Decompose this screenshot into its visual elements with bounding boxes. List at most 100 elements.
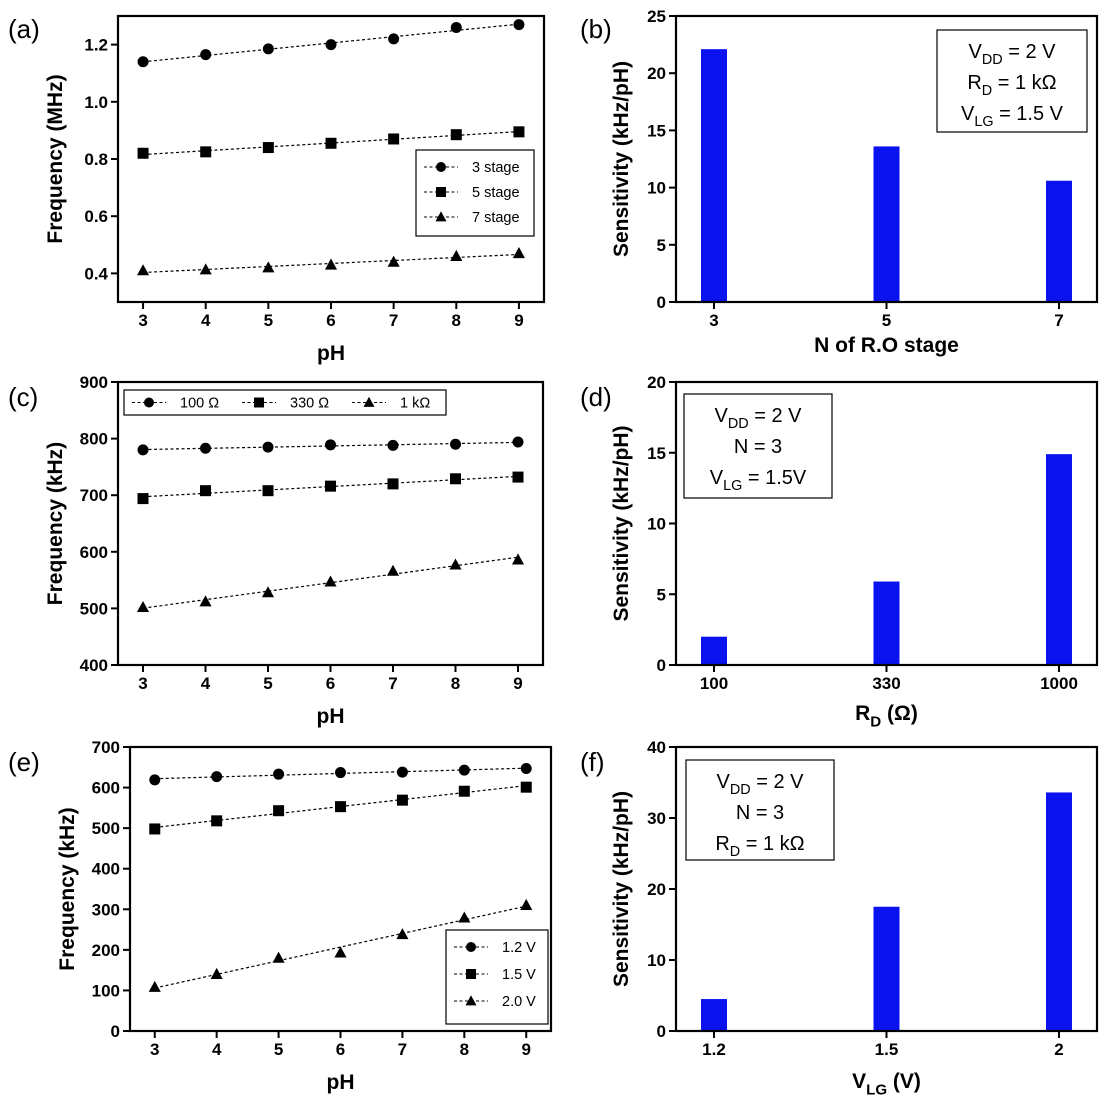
data-point-circle bbox=[137, 444, 149, 456]
annot-rest: = 1.5 V bbox=[994, 103, 1064, 125]
y-tick-label: 700 bbox=[80, 486, 108, 505]
legend-marker-square bbox=[436, 187, 446, 197]
x-axis-title: N of R.O stage bbox=[814, 334, 959, 357]
y-tick-label: 30 bbox=[647, 809, 666, 828]
legend-item: 1 kΩ bbox=[352, 396, 430, 412]
legend-marker-triangle bbox=[435, 211, 447, 222]
data-point-square bbox=[137, 493, 149, 505]
bar-2 bbox=[1046, 792, 1072, 1031]
annot-rest: = 1 kΩ bbox=[740, 833, 804, 855]
x-tick-label: 7 bbox=[388, 674, 397, 693]
x-tick-label: 4 bbox=[201, 674, 211, 693]
y-tick-label: 10 bbox=[647, 515, 666, 534]
annot-main: V bbox=[715, 405, 729, 427]
legend-label: 2.0 V bbox=[502, 994, 536, 1010]
y-tick-label: 200 bbox=[92, 941, 120, 960]
data-point-circle bbox=[450, 21, 462, 33]
data-point-triangle bbox=[324, 258, 338, 270]
y-tick-label: 0 bbox=[657, 293, 666, 312]
y-tick-label: 0 bbox=[657, 1022, 666, 1041]
legend-label: 5 stage bbox=[472, 185, 520, 201]
data-point-circle bbox=[450, 438, 461, 450]
series-circle bbox=[137, 436, 524, 456]
condition-line: VDD = 2 V bbox=[717, 771, 805, 798]
x-axis-title: pH bbox=[317, 342, 345, 365]
data-point-triangle bbox=[261, 586, 275, 598]
annot-subscript: LG bbox=[866, 1081, 887, 1098]
annot-rest: = 2 V bbox=[1003, 41, 1056, 63]
data-point-triangle bbox=[386, 564, 400, 576]
data-point-circle bbox=[512, 436, 524, 448]
data-point-triangle bbox=[458, 911, 471, 923]
data-point-triangle bbox=[396, 928, 409, 940]
data-point-triangle bbox=[512, 247, 525, 259]
y-tick-label: 700 bbox=[92, 738, 120, 757]
annot-main: R bbox=[715, 833, 729, 855]
legend-frame bbox=[123, 389, 447, 416]
data-point-square bbox=[512, 471, 524, 483]
series-triangle bbox=[137, 247, 525, 276]
series-circle bbox=[137, 19, 525, 68]
series-square bbox=[137, 471, 524, 505]
data-point-circle bbox=[325, 439, 336, 451]
legend-label: 330 Ω bbox=[290, 396, 329, 412]
x-tick-label: 3 bbox=[709, 311, 718, 330]
annot-subscript: DD bbox=[982, 52, 1003, 68]
bar-3 bbox=[701, 49, 727, 303]
panel-b: (b) 0 5 10 15 20 25 Sensitivity (kHz/pH) N of R.… bbox=[580, 7, 1099, 357]
data-point-circle bbox=[262, 441, 274, 453]
legend-marker-circle bbox=[436, 162, 446, 172]
x-tick-label: 9 bbox=[514, 311, 523, 330]
plot-frame bbox=[116, 14, 546, 304]
panel-label: (c) bbox=[8, 382, 38, 412]
x-axis-title: pH bbox=[317, 705, 345, 728]
legend-item: 2.0 V bbox=[454, 994, 536, 1010]
series-square bbox=[149, 781, 532, 835]
x-axis-title: pH bbox=[327, 1071, 355, 1094]
x-tick-label: 3 bbox=[150, 1040, 159, 1059]
data-point-triangle bbox=[450, 249, 463, 261]
data-point-triangle bbox=[334, 946, 347, 958]
x-tick-label: 100 bbox=[700, 674, 728, 693]
legend-item: 1.5 V bbox=[454, 967, 536, 983]
legend-marker-circle bbox=[466, 942, 476, 952]
data-point-circle bbox=[211, 771, 223, 783]
condition-line: N = 3 bbox=[736, 802, 784, 824]
bar-1.5 bbox=[873, 906, 900, 1031]
x-tick-label: 2 bbox=[1054, 1040, 1063, 1059]
data-point-circle bbox=[200, 442, 211, 454]
data-point-square bbox=[396, 794, 408, 806]
series-triangle bbox=[148, 898, 533, 992]
legend-label: 7 stage bbox=[472, 210, 520, 226]
data-point-circle bbox=[273, 768, 285, 780]
data-point-circle bbox=[325, 39, 337, 51]
panel-label: (a) bbox=[8, 14, 40, 44]
legend-label: 100 Ω bbox=[180, 396, 219, 412]
data-point-circle bbox=[149, 774, 161, 786]
y-tick-label: 400 bbox=[92, 860, 120, 879]
x-tick-label: 9 bbox=[522, 1040, 531, 1059]
plot-frame bbox=[674, 745, 1099, 1033]
data-point-circle bbox=[262, 43, 274, 55]
condition-line: N = 3 bbox=[734, 436, 782, 458]
x-tick-label: 4 bbox=[201, 311, 211, 330]
data-point-square bbox=[387, 478, 399, 490]
plot-frame bbox=[128, 745, 553, 1033]
annot-main: R bbox=[967, 72, 981, 94]
data-point-triangle bbox=[210, 967, 223, 979]
condition-frame bbox=[685, 759, 835, 861]
y-axis-title: Frequency (MHz) bbox=[44, 74, 67, 243]
y-tick-label: 500 bbox=[92, 819, 120, 838]
x-tick-label: 5 bbox=[264, 311, 273, 330]
y-tick-label: 0.4 bbox=[84, 264, 108, 283]
data-point-circle bbox=[388, 33, 400, 45]
data-point-square bbox=[450, 473, 461, 485]
data-point-triangle bbox=[387, 255, 400, 267]
annot-main: V bbox=[710, 467, 724, 489]
y-tick-label: 100 bbox=[92, 981, 120, 1000]
panel-label: (e) bbox=[8, 747, 40, 777]
x-tick-label: 8 bbox=[452, 311, 461, 330]
y-tick-label: 15 bbox=[647, 444, 666, 463]
data-point-square bbox=[450, 129, 462, 141]
